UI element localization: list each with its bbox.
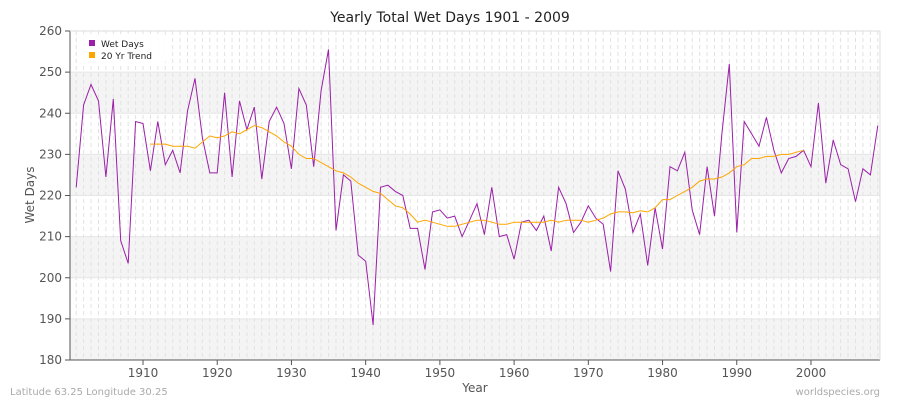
legend-label-trend: 20 Yr Trend: [101, 52, 152, 62]
footer-credit: worldspecies.org: [796, 387, 880, 398]
y-tick-label: 230: [39, 147, 62, 161]
legend: Wet Days 20 Yr Trend: [80, 34, 166, 64]
y-tick-label: 250: [39, 65, 62, 79]
x-tick-label: 2000: [796, 366, 827, 380]
x-tick-label: 1920: [202, 366, 233, 380]
x-tick-label: 1930: [276, 366, 307, 380]
x-tick-label: 1960: [499, 366, 530, 380]
x-tick-label: 1910: [128, 366, 159, 380]
wet-days-line: [75, 49, 879, 326]
y-axis-label: Wet Days: [23, 166, 37, 223]
x-tick-label: 1950: [425, 366, 456, 380]
y-tick-label: 200: [39, 271, 62, 285]
legend-label-wet-days: Wet Days: [101, 40, 144, 50]
legend-swatch-wet-days: [89, 40, 95, 46]
y-tick-label: 220: [39, 189, 62, 203]
grid-band: [70, 72, 880, 114]
x-tick-label: 1980: [647, 366, 678, 380]
x-axis-label: Year: [461, 381, 487, 395]
legend-swatch-trend: [89, 52, 95, 58]
y-tick-label: 210: [39, 230, 62, 244]
y-tick-label: 180: [39, 353, 62, 367]
x-tick-label: 1940: [350, 366, 381, 380]
y-tick-label: 240: [39, 106, 62, 120]
grid-band: [70, 154, 880, 196]
y-tick-label: 260: [39, 24, 62, 38]
y-tick-label: 190: [39, 312, 62, 326]
footer-location: Latitude 63.25 Longitude 30.25: [10, 387, 168, 398]
chart-title: Yearly Total Wet Days 1901 - 2009: [329, 10, 570, 26]
x-tick-label: 1970: [573, 366, 604, 380]
legend-box: [80, 34, 166, 64]
grid-band: [70, 236, 880, 278]
trend-line: [150, 125, 804, 227]
grid-band: [70, 318, 880, 360]
x-tick-label: 1990: [721, 366, 752, 380]
